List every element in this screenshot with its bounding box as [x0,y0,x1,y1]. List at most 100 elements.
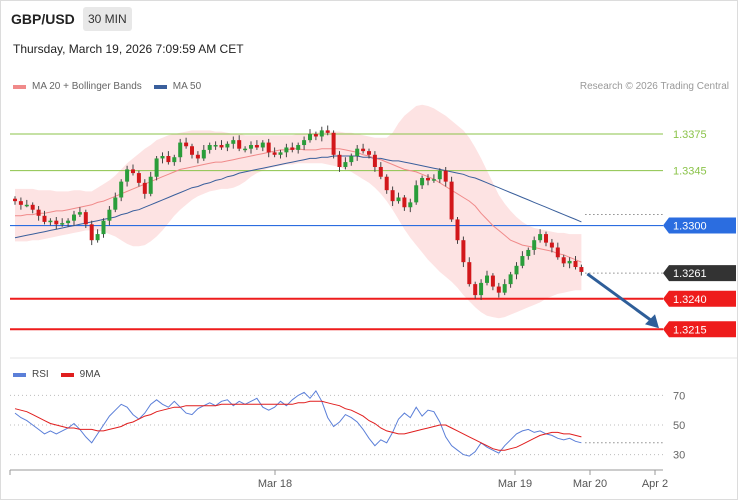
candle-body [190,146,194,155]
candle-body [254,145,259,148]
candle-body [455,219,460,241]
level-tag-1-3300 [663,217,736,234]
candle-body [95,234,100,241]
rsi-tick-label: 70 [673,390,685,402]
candle-body [290,147,295,150]
candle-body [355,148,360,157]
candle-body [544,234,548,243]
candle-body [107,209,112,221]
candle-body [508,274,513,285]
candle-body [331,132,336,155]
candle-body [184,142,189,147]
candle-body [18,201,23,205]
candle-body [496,286,501,293]
candle-body [148,176,153,194]
level-tag-1-3240 [663,290,736,307]
level-label-1-3300: 1.3300 [673,221,707,233]
ma50-swatch [153,84,167,89]
candle-body [414,185,419,203]
candle-body [213,145,218,147]
candle-body [349,156,354,163]
candle-body [178,142,183,158]
candle-body [420,177,425,186]
timeframe-button[interactable]: 30 MIN [83,7,132,31]
candle-body [77,212,82,215]
level-tag-1-3261 [663,265,736,282]
candle-body [24,204,29,207]
x-axis-label: Mar 19 [498,478,532,490]
candle-body [131,169,135,174]
symbol-label: GBP/USD [11,11,75,27]
legend-rsi-label: RSI [32,369,49,380]
legend-ma20-label: MA 20 + Bollinger Bands [32,81,142,92]
candle-body [555,247,560,258]
legend-ma20: MA 20 + Bollinger Bands [13,81,142,92]
candle-body [89,224,94,241]
datetime-label: Thursday, March 19, 2026 7:09:59 AM CET [13,42,244,56]
candle-body [514,265,519,275]
level-label-1-3215: 1.3215 [673,324,707,336]
candle-body [313,134,318,137]
candle-body [83,212,88,225]
level-label-1-3375: 1.3375 [673,129,707,141]
candle-body [166,156,171,163]
candle-body [207,145,212,150]
candle-body [30,204,35,210]
candle-body [443,170,448,182]
candle-body [101,220,106,235]
candle-body [36,209,41,216]
x-axis-label: Apr 2 [642,478,668,490]
candle-body [319,130,324,137]
candle-body [231,140,236,144]
candle-body [431,179,436,181]
candle-body [308,134,312,141]
level-label-1-3345: 1.3345 [673,166,707,178]
rsi-legend: RSI 9MA [13,369,112,380]
candle-body [538,234,543,241]
rsi-line [14,390,582,457]
candle-body [195,154,200,159]
candle-body [125,169,130,182]
candle-body [408,202,413,208]
candle-body [579,267,584,272]
rsi-swatch [13,372,26,377]
candle-body [154,158,159,177]
candle-body [243,148,248,151]
candle-body [402,197,407,208]
candle-body [461,240,466,263]
candle-body [567,260,572,264]
candle-body [426,177,430,181]
candle-body [72,214,76,221]
candle-body [384,176,389,191]
candle-body [396,197,401,202]
candle-body [573,260,578,268]
candle-body [119,181,124,198]
legend-9ma: 9MA [60,369,101,380]
legend-ma50-label: MA 50 [172,81,202,92]
x-axis-label: Mar 20 [573,478,607,490]
candle-body [473,284,478,296]
candle-body [142,182,147,194]
candle-body [172,157,177,163]
candle-body [561,257,566,264]
candle-body [136,173,141,183]
candle-body [467,262,472,285]
rsi-tick-label: 50 [673,420,685,432]
x-axis-label: Mar 18 [258,478,292,490]
candle-body [361,148,366,152]
candles-group [13,125,584,300]
legend-rsi: RSI [13,369,49,380]
forecast-arrow-line [586,272,652,322]
forecast-arrow-head [645,314,659,329]
candle-body [302,140,307,146]
candle-body [437,170,442,180]
candle-body [502,284,507,293]
candle-body [367,151,371,155]
candle-body [485,275,489,283]
level-label-1-3240: 1.3240 [673,294,707,306]
candle-body [113,197,118,210]
candle-body [325,130,330,133]
candle-body [42,215,47,222]
legend-9ma-label: 9MA [79,369,101,380]
